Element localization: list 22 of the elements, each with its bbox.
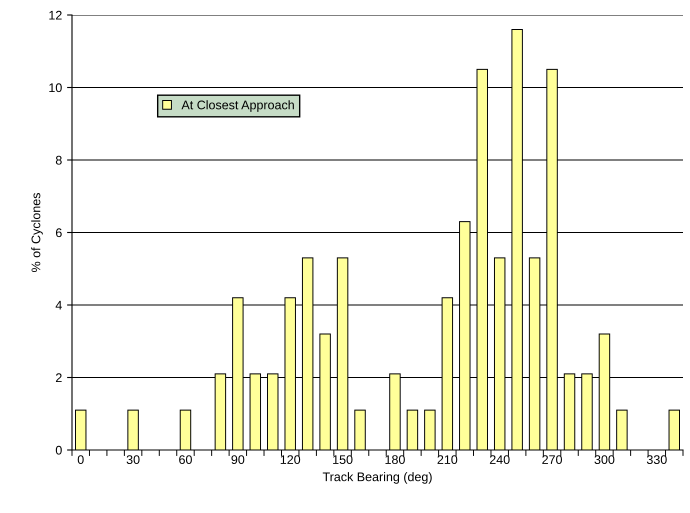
y-tick-label: 4 bbox=[56, 300, 62, 310]
y-tick-label: 6 bbox=[56, 228, 62, 238]
x-tick-label: 60 bbox=[179, 455, 192, 464]
y-tick-label: 12 bbox=[49, 10, 62, 20]
y-axis-title: % of Cyclones bbox=[31, 193, 43, 272]
legend-label: At Closest Approach bbox=[181, 100, 294, 112]
x-tick-label: 30 bbox=[126, 455, 140, 464]
x-axis-title: Track Bearing (deg) bbox=[322, 472, 432, 484]
x-tick-label: 210 bbox=[438, 455, 458, 464]
x-tick-label: 330 bbox=[646, 455, 667, 464]
y-tick-label: 0 bbox=[56, 446, 62, 455]
x-tick-label: 240 bbox=[490, 455, 510, 464]
x-tick-label: 300 bbox=[594, 455, 614, 464]
y-tick-label: 2 bbox=[56, 373, 62, 382]
x-tick-label: 0 bbox=[78, 455, 84, 464]
x-tick-label: 150 bbox=[333, 455, 353, 464]
x-tick-label: 90 bbox=[231, 455, 244, 464]
x-tick-label: 180 bbox=[385, 455, 405, 464]
y-tick-label: 10 bbox=[49, 83, 62, 92]
y-tick-label: 8 bbox=[56, 156, 62, 165]
x-tick-label: 270 bbox=[542, 455, 562, 464]
x-tick-label: 120 bbox=[280, 455, 300, 464]
